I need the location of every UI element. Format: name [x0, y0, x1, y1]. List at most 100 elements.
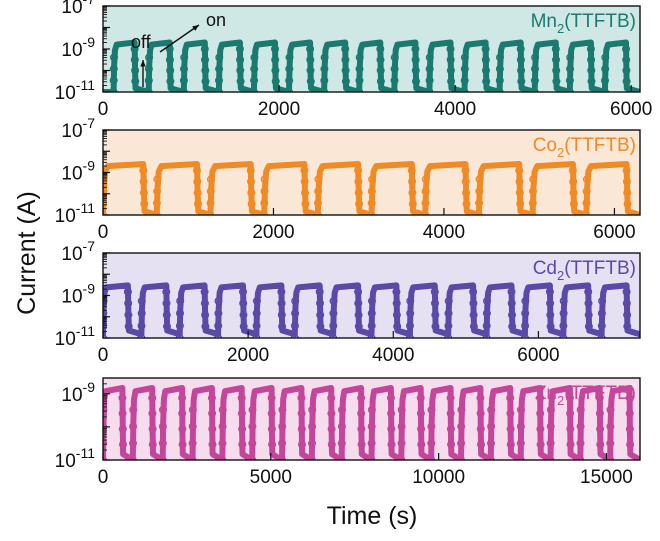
- off-annotation: off: [131, 32, 152, 52]
- data-marker: [516, 45, 525, 54]
- data-marker: [238, 287, 247, 296]
- data-marker: [250, 76, 259, 85]
- data-marker: [237, 393, 246, 402]
- y-tick-label: 10-11: [55, 445, 96, 472]
- data-marker: [341, 55, 350, 64]
- data-marker: [566, 64, 575, 73]
- y-axis-label: Current (A): [13, 191, 41, 315]
- data-marker: [495, 76, 504, 85]
- data-marker: [566, 440, 575, 449]
- data-marker: [354, 310, 363, 319]
- data-marker: [277, 299, 286, 308]
- data-marker: [508, 322, 517, 331]
- data-marker: [238, 440, 247, 449]
- data-marker: [551, 45, 560, 54]
- data-marker: [559, 334, 568, 338]
- data-marker: [529, 187, 538, 196]
- data-marker: [483, 297, 492, 306]
- data-marker: [137, 321, 146, 330]
- data-marker: [376, 77, 385, 86]
- data-marker: [308, 422, 317, 431]
- data-marker: [515, 188, 524, 197]
- data-marker: [406, 321, 415, 330]
- data-marker: [248, 456, 257, 460]
- data-marker: [386, 393, 395, 402]
- data-marker: [278, 456, 286, 460]
- compound-label: Cd2(TTFTB): [533, 258, 636, 283]
- y-tick-label: 10-11: [55, 77, 96, 104]
- data-marker: [622, 66, 631, 75]
- data-marker: [208, 409, 217, 418]
- x-tick-label: 2000: [258, 99, 300, 120]
- data-marker: [260, 187, 269, 196]
- data-marker: [457, 439, 466, 448]
- data-marker: [546, 299, 555, 308]
- data-marker: [239, 299, 248, 308]
- data-marker: [569, 177, 578, 186]
- data-marker: [559, 309, 568, 318]
- data-marker: [565, 76, 574, 85]
- data-marker: [250, 64, 259, 73]
- data-marker: [315, 287, 324, 296]
- data-marker: [137, 309, 146, 318]
- data-marker: [546, 456, 555, 460]
- data-marker: [431, 322, 440, 331]
- data-marker: [329, 297, 338, 306]
- data-marker: [193, 199, 202, 208]
- data-marker: [124, 322, 133, 331]
- data-marker: [166, 77, 175, 86]
- y-tick-label: 10-7: [61, 238, 95, 265]
- data-marker: [622, 77, 631, 86]
- data-marker: [291, 309, 300, 318]
- data-marker: [267, 425, 276, 434]
- data-marker: [131, 66, 140, 75]
- compound-label: Zn2(TTFTB): [535, 383, 636, 408]
- data-marker: [337, 422, 346, 431]
- data-marker: [144, 76, 153, 85]
- data-marker: [446, 55, 455, 64]
- data-marker: [482, 334, 491, 338]
- data-marker: [314, 187, 323, 196]
- y-tick-label: 10-7: [61, 115, 95, 142]
- data-marker: [215, 53, 224, 62]
- data-marker: [407, 166, 416, 175]
- data-marker: [507, 299, 516, 308]
- data-marker: [595, 409, 604, 418]
- data-marker: [314, 199, 323, 208]
- data-marker: [408, 177, 417, 186]
- data-marker: [545, 287, 554, 296]
- data-marker: [495, 64, 504, 73]
- data-marker: [306, 66, 315, 75]
- data-marker: [417, 425, 426, 434]
- data-marker: [506, 409, 515, 418]
- data-series: [103, 161, 640, 215]
- data-marker: [158, 405, 167, 414]
- panel-mn: 10-7 10-9 10-110 2000 4000 6000 Mn2(TTFTB) on of…: [55, 0, 653, 120]
- panel-background: [103, 6, 640, 92]
- data-marker: [475, 199, 484, 208]
- data-marker: [306, 55, 315, 64]
- data-marker: [354, 166, 363, 175]
- data-marker: [271, 77, 280, 86]
- data-marker: [481, 45, 490, 54]
- data-marker: [341, 45, 350, 54]
- data-marker: [235, 45, 244, 54]
- data-marker: [376, 66, 385, 75]
- panel-co: 10-7 10-9 10-110 2000 4000 6000 Co2(TTFTB): [55, 115, 641, 243]
- data-marker: [214, 309, 223, 318]
- data-marker: [188, 422, 197, 431]
- data-marker: [520, 334, 529, 338]
- data-marker: [148, 409, 157, 418]
- x-axis-label: Time (s): [327, 502, 418, 530]
- data-marker: [444, 309, 453, 318]
- data-marker: [446, 66, 455, 75]
- x-tick-label: 15000: [580, 467, 633, 488]
- data-marker: [506, 440, 515, 449]
- data-marker: [517, 405, 526, 414]
- on-annotation: on: [206, 10, 226, 30]
- data-marker: [528, 199, 537, 208]
- data-marker: [397, 456, 406, 460]
- data-marker: [201, 66, 210, 75]
- data-marker: [271, 55, 280, 64]
- y-tick-label: 10-9: [61, 379, 95, 406]
